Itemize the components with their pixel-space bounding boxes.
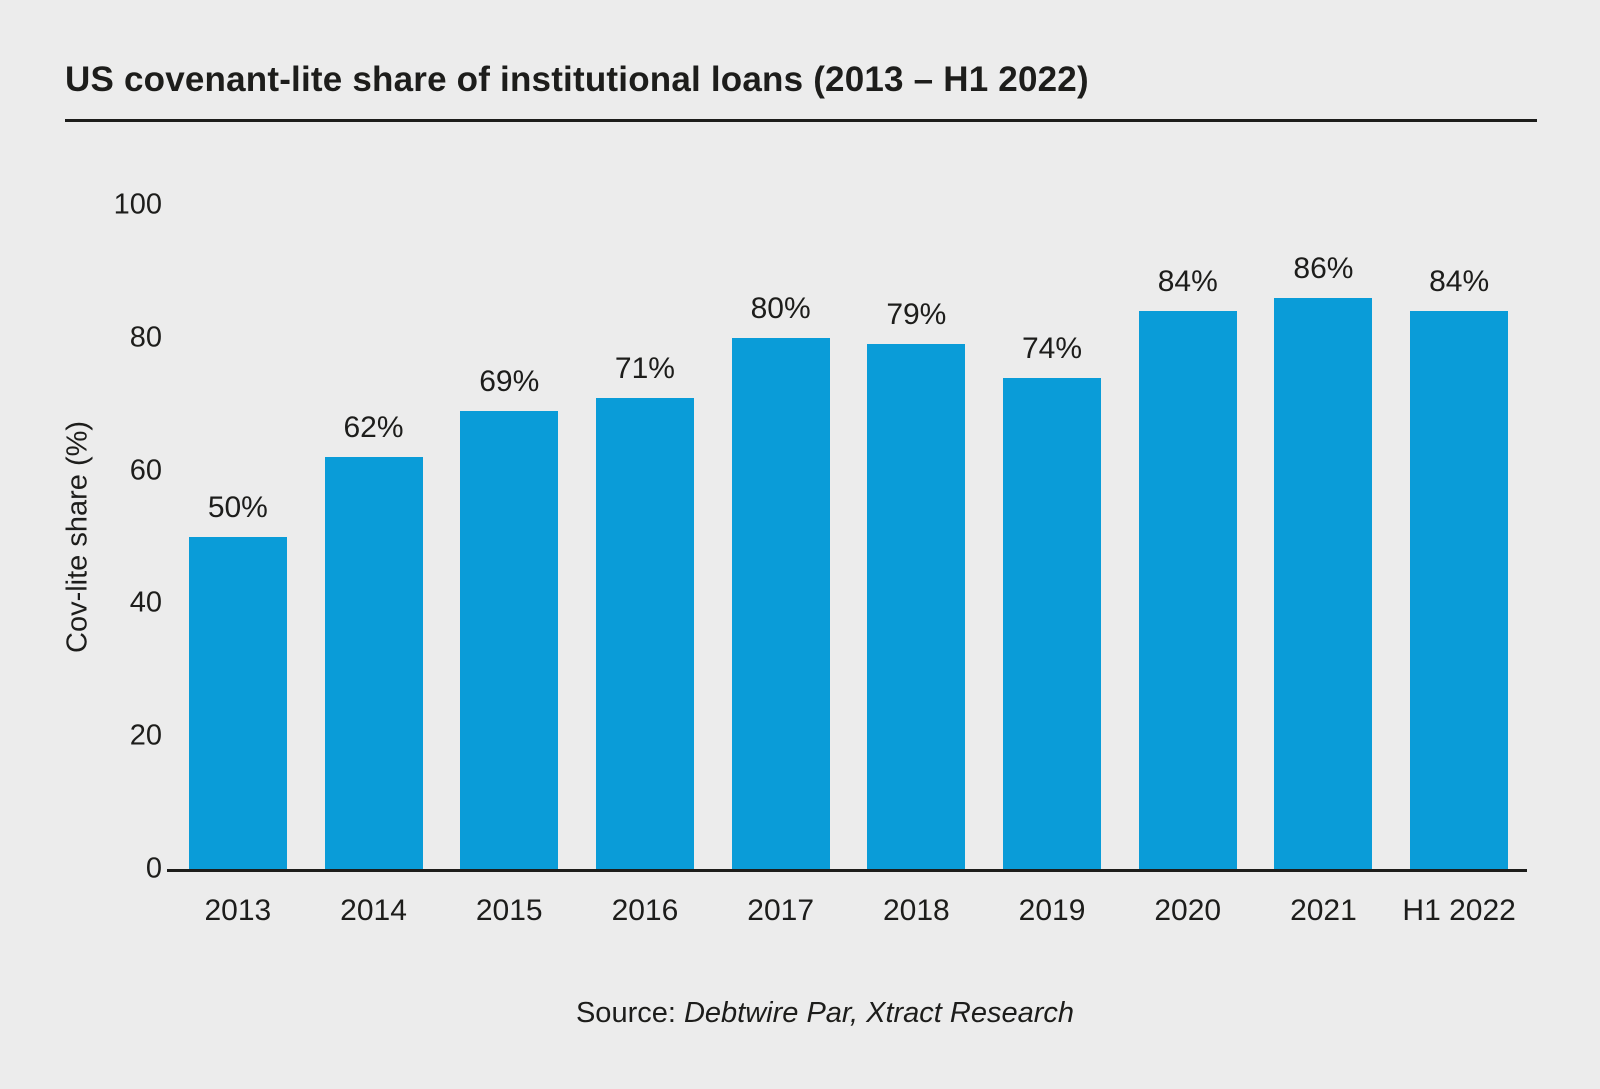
x-tick-label-2013: 2013 — [204, 894, 272, 927]
source-label: Source: — [575, 997, 684, 1029]
x-tick-label-h1-2022: H1 2022 — [1402, 894, 1516, 927]
bar-2018 — [867, 344, 966, 869]
bar-value-label-2015: 69% — [479, 364, 540, 398]
bar-value-label-2018: 79% — [886, 298, 947, 332]
x-tick-label-2017: 2017 — [747, 894, 815, 927]
x-tick-label-2020: 2020 — [1154, 894, 1222, 927]
bar-value-label-2013: 50% — [207, 491, 268, 524]
bar-2019 — [1003, 377, 1102, 869]
bar-2014 — [324, 457, 423, 869]
x-tick-label-2015: 2015 — [475, 894, 543, 927]
y-tick-label-80: 80 — [129, 321, 162, 354]
title-rule — [65, 119, 1537, 122]
source-line: Source: Debtwire Par, Xtract Research — [0, 997, 1600, 1030]
bar-value-label-2020: 84% — [1157, 265, 1218, 299]
x-axis-line — [167, 869, 1527, 872]
x-tick-label-2019: 2019 — [1018, 894, 1086, 927]
y-tick-label-0: 0 — [145, 852, 162, 885]
x-tick-label-2018: 2018 — [882, 894, 950, 927]
y-tick-label-40: 40 — [129, 586, 162, 619]
y-axis-tick-labels: 0 20 40 60 80 100 — [60, 190, 162, 883]
plot-area: 50% 2013 62% 2014 69% 2015 71% 2016 80% 2017 79% 20… — [167, 205, 1527, 927]
bar-value-label-2019: 74% — [1022, 331, 1083, 365]
bar-value-label-2016: 71% — [614, 351, 675, 385]
bar-value-label-2017: 80% — [750, 291, 811, 325]
source-text: Debtwire Par, Xtract Research — [683, 997, 1075, 1029]
x-tick-label-2021: 2021 — [1290, 894, 1357, 927]
y-tick-label-20: 20 — [129, 719, 162, 752]
x-tick-label-2014: 2014 — [340, 894, 407, 927]
bar-2017 — [731, 337, 830, 869]
chart-title: US covenant-lite share of institutional … — [65, 60, 1089, 99]
bar-value-label-2021: 86% — [1293, 251, 1354, 285]
bar-2013 — [188, 537, 287, 869]
bar-2020 — [1138, 311, 1237, 869]
y-tick-label-60: 60 — [129, 454, 162, 487]
bar-2021 — [1274, 297, 1373, 869]
bar-2016 — [595, 397, 694, 869]
y-tick-label-100: 100 — [113, 188, 162, 221]
bar-h1-2022 — [1410, 311, 1509, 869]
bar-value-label-h1-2022: 84% — [1429, 265, 1490, 299]
bar-value-label-2014: 62% — [343, 411, 404, 445]
bar-2015 — [460, 410, 559, 869]
x-tick-label-2016: 2016 — [611, 894, 679, 927]
